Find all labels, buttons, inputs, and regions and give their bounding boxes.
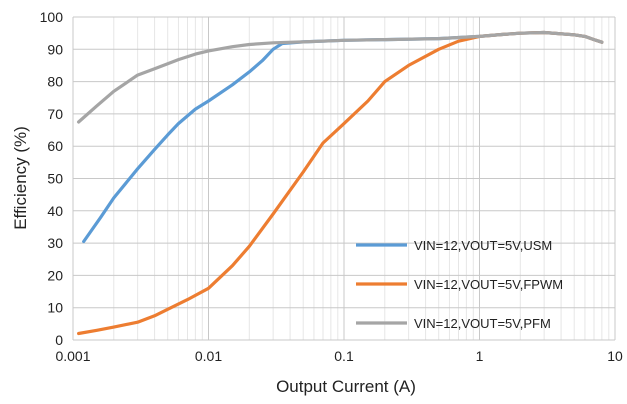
x-tick-labels: 0.001 0.01 0.1 1 10 <box>55 348 623 364</box>
legend-label: VIN=12,VOUT=5V,USM <box>414 238 552 253</box>
legend-label: VIN=12,VOUT=5V,PFM <box>414 316 551 331</box>
grid <box>72 16 616 341</box>
x-tick-label: 0.01 <box>195 348 222 364</box>
y-tick-label: 90 <box>47 41 63 57</box>
x-tick-label: 0.001 <box>55 348 90 364</box>
y-tick-labels: 0 10 20 30 40 50 60 70 80 90 100 <box>40 9 64 348</box>
series-lines <box>77 30 604 336</box>
y-axis-title: Efficiency (%) <box>11 126 30 230</box>
y-tick-label: 100 <box>40 9 64 25</box>
y-tick-label: 60 <box>47 138 63 154</box>
x-tick-label: 1 <box>476 348 484 364</box>
y-tick-label: 20 <box>47 267 63 283</box>
y-tick-label: 10 <box>47 300 63 316</box>
series-line-3 <box>77 30 604 124</box>
legend: VIN=12,VOUT=5V,USM VIN=12,VOUT=5V,FPWM VIN… <box>356 238 563 331</box>
legend-label: VIN=12,VOUT=5V,FPWM <box>414 277 563 292</box>
x-axis-title: Output Current (A) <box>276 377 416 396</box>
x-tick-label: 0.1 <box>334 348 354 364</box>
y-tick-label: 50 <box>47 171 63 187</box>
y-tick-label: 30 <box>47 235 63 251</box>
y-tick-label: 40 <box>47 203 63 219</box>
y-tick-label: 0 <box>55 332 63 348</box>
series-line-1 <box>82 30 604 244</box>
x-tick-label: 10 <box>607 348 623 364</box>
y-tick-label: 70 <box>47 106 63 122</box>
y-tick-label: 80 <box>47 74 63 90</box>
